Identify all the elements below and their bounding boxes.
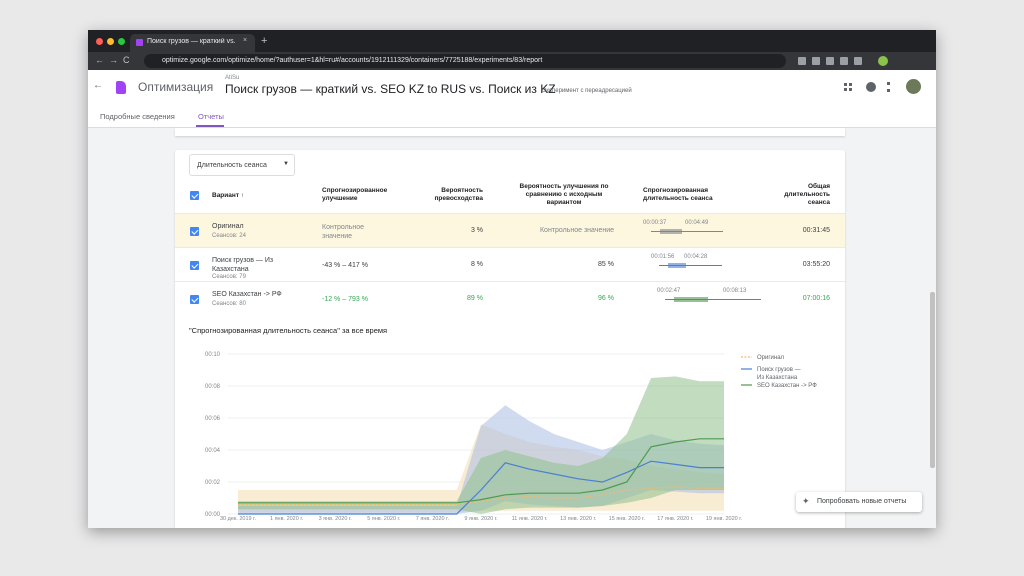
sessions: Сеансов: 80	[212, 301, 246, 307]
chart-title: "Спрогнозированная длительность сеанса" …	[189, 326, 388, 335]
checkbox[interactable]	[190, 295, 199, 304]
variant-name: SEO Казахстан -> РФ	[212, 291, 282, 298]
interval-low: 00:01:56	[651, 254, 675, 260]
column-header: Вероятность превосходства	[434, 187, 483, 202]
table-row: Поиск грузов — Из Казахстана Сеансов: 79 -…	[175, 247, 845, 281]
table-row: Оригинал Сеансов: 24 Контрольное значение 3…	[175, 213, 845, 247]
new-tab[interactable]: +	[261, 35, 268, 47]
scrollbar	[930, 292, 935, 468]
total-duration: 07:00:16	[802, 295, 830, 302]
total-duration: 03:55:20	[802, 261, 830, 268]
interval-line	[651, 231, 723, 232]
interval-low: 00:02:47	[657, 288, 681, 294]
interval-box	[668, 263, 686, 268]
top-card	[175, 128, 845, 136]
window-buttons	[96, 38, 136, 45]
checkbox[interactable]	[190, 227, 199, 236]
improvement: Контрольное значение	[322, 224, 365, 240]
try-reports-button[interactable]: ✦ Попробовать новые отчеты	[796, 492, 922, 512]
interval-low: 00:00:37	[643, 220, 667, 226]
interval-high: 00:04:28	[684, 254, 708, 260]
tab-strip	[88, 30, 936, 52]
app-header: ← Оптимизация AtiSu Поиск грузов — кратк…	[88, 70, 936, 128]
account: AtiSu	[225, 75, 240, 81]
experiment-title: Поиск грузов — краткий vs. SEO KZ to RUS…	[225, 82, 556, 96]
interval-line	[665, 299, 761, 300]
checkbox[interactable]	[190, 191, 199, 200]
tab-details[interactable]: Подробные сведения	[100, 112, 175, 121]
tab-reports[interactable]: Отчеты	[198, 112, 224, 121]
total-duration: 00:31:45	[802, 227, 830, 234]
url: optimize.google.com/optimize/home/?authu…	[162, 57, 543, 64]
sessions: Сеансов: 79	[212, 274, 246, 280]
interval-box	[660, 229, 682, 234]
column-header: Вероятность улучшения по сравнению с исх…	[519, 183, 609, 206]
interval-line	[659, 265, 722, 266]
improvement: -43 % – 417 %	[322, 262, 368, 269]
experiment-type: Эксперимент с переадресацией	[542, 88, 632, 94]
report-card: Длительность сеанса ▼ Вариант ↑ Спрогноз…	[175, 150, 845, 528]
column-header: Спрогнозированная длительность сеанса	[643, 187, 713, 202]
checkbox[interactable]	[190, 261, 199, 270]
sessions: Сеансов: 24	[212, 233, 246, 239]
probability-improvement: 96 %	[598, 295, 614, 302]
probability-best: 89 %	[467, 295, 483, 302]
toolbar: ← → C optimize.google.com/optimize/home/…	[88, 52, 936, 70]
browser-window: Поиск грузов — краткий vs. SE × + ← → C …	[88, 30, 936, 528]
tab-title: Поиск грузов — краткий vs. SE	[147, 38, 235, 45]
app-name: Оптимизация	[138, 80, 214, 94]
interval-box	[674, 297, 708, 302]
improvement: -12 % – 793 %	[322, 296, 368, 303]
column-header: Вариант ↑	[212, 192, 245, 199]
tab[interactable]: Поиск грузов — краткий vs. SE ×	[130, 34, 255, 52]
probability-improvement: 85 %	[598, 261, 614, 268]
probability-improvement: Контрольное значение	[539, 227, 614, 234]
interval-high: 00:08:13	[723, 288, 747, 294]
button-label: Попробовать новые отчеты	[817, 498, 907, 505]
interval-high: 00:04:49	[685, 220, 709, 226]
column-header: Спрогнозированное улучшение	[322, 187, 388, 202]
column-header: Общая длительность сеанса	[784, 183, 830, 206]
variant-name: Оригинал	[212, 223, 244, 230]
probability-best: 8 %	[470, 261, 483, 268]
metric-dropdown[interactable]: Длительность сеанса ▼	[189, 154, 295, 176]
probability-best: 3 %	[470, 227, 483, 234]
address-bar[interactable]: optimize.google.com/optimize/home/?authu…	[144, 54, 786, 68]
metric-label: Длительность сеанса	[197, 162, 267, 169]
table-row: SEO Казахстан -> РФ Сеансов: 80 -12 % – 79…	[175, 281, 845, 315]
table-body: Оригинал Сеансов: 24 Контрольное значение 3…	[175, 213, 845, 315]
variant-name: Поиск грузов — Из Казахстана	[212, 257, 274, 273]
